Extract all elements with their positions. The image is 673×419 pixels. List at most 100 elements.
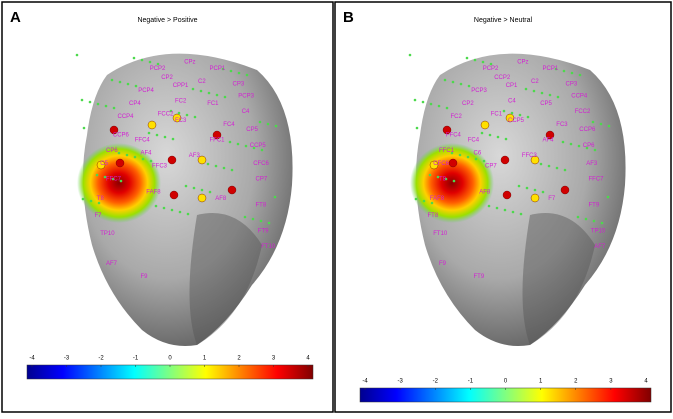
electrode-dot [520,213,523,216]
electrode-label: C4 [242,109,250,115]
electrode-dot [600,123,603,126]
electrode-dot [156,134,159,137]
electrode-dot [563,70,566,73]
electrode-label: CCP4 [118,114,135,120]
electrode-label: CPz [517,60,528,66]
electrode-dot [503,110,506,113]
electrode-label: C5 [100,161,108,167]
electrode-dot [468,85,471,88]
electrode-dot [157,63,160,66]
electrode-dot [453,180,456,183]
electrode-dot [482,61,485,64]
electrode-dot [542,191,545,194]
electrode-marker [501,156,509,164]
electrode-label: F7 [548,196,556,202]
panel: ANegative > PositivePCP2CPzPCP1CP2CPP1PC… [2,2,333,412]
electrode-dot [201,189,204,192]
electrode-dot [260,220,263,223]
electrode-dot [577,216,580,219]
electrode-dot [274,196,277,199]
electrode-label: AF3 [189,153,201,159]
electrode-marker [170,191,178,199]
electrode-label: FC3 [556,122,568,128]
electrode-dot [438,105,441,108]
electrode-dot [467,156,470,159]
electrode-label: FC1 [491,112,503,118]
colorbar-tick-label: -3 [397,379,403,385]
electrode-dot [527,116,530,119]
panel-label: A [10,9,21,26]
electrode-dot [534,189,537,192]
electrode-label: C4 [508,99,516,105]
electrode-label: CCP6 [113,132,130,138]
electrode-label: C2 [198,79,206,85]
electrode-dot [245,145,248,148]
electrode-label: AF4 [543,138,555,144]
panel-title: Negative > Positive [137,17,197,24]
electrode-dot [607,196,610,199]
electrode-dot [192,88,195,91]
electrode-dot [267,123,270,126]
electrode-label: CP6 [583,143,595,149]
electrode-dot [275,125,278,128]
electrode-dot [193,187,196,190]
electrode-dot [96,174,99,177]
electrode-dot [430,103,433,106]
electrode-dot [562,141,565,144]
electrode-dot [261,149,264,152]
electrode-dot [511,112,514,115]
electrode-dot [172,138,175,141]
electrode-dot [488,205,491,208]
electrode-dot [474,59,477,62]
electrode-label: FAF8 [146,190,161,196]
electrode-label: CCP4 [571,93,588,99]
electrode-dot [578,145,581,148]
electrode-dot [237,143,240,146]
electrode-marker [116,159,124,167]
electrode-dot [149,61,152,64]
electrode-dot [483,160,486,163]
electrode-label: FFC7 [106,177,122,183]
electrode-dot [481,132,484,135]
electrode-label: AF3 [586,161,598,167]
electrode-dot [142,158,145,161]
electrode-label: CP2 [161,75,173,81]
electrode-dot [155,205,158,208]
electrode-dot [119,81,122,84]
electrode-dot [259,121,262,124]
electrode-dot [216,94,219,97]
electrode-label: PCP3 [471,88,487,94]
electrode-label: TP10 [591,229,606,235]
electrode-dot [431,202,434,205]
electrode-dot [549,94,552,97]
colorbar-tick-label: -3 [64,356,70,362]
electrode-dot [466,57,469,60]
electrode-label: T8 [97,196,105,202]
electrode-dot [585,218,588,221]
electrode-dot [608,125,611,128]
electrode-dot [141,59,144,62]
electrode-label: AF7 [594,244,606,250]
electrode-label: PCP4 [138,88,154,94]
electrode-dot [422,101,425,104]
electrode-dot [512,211,515,214]
electrode-dot [163,207,166,210]
electrode-label: FFC1 [210,138,226,144]
electrode-label: F7 [95,213,103,219]
electrode-label: CP3 [233,82,245,88]
electrode-dot [557,96,560,99]
electrode-dot [244,216,247,219]
electrode-dot [496,207,499,210]
electrode-label: FFC3 [152,164,168,170]
electrode-label: FC4 [468,138,480,144]
panel-title: Negative > Neutral [474,17,533,24]
electrode-label: FC4 [223,122,235,128]
electrode-dot [223,167,226,170]
electrode-marker [148,121,156,129]
electrode-dot [414,99,417,102]
electrode-dot [429,174,432,177]
electrode-marker [168,156,176,164]
page: {"panels": [ {"label": "A", "title": "Ne… [0,0,673,419]
electrode-dot [526,187,529,190]
colorbar-tick-label: -1 [133,356,139,362]
